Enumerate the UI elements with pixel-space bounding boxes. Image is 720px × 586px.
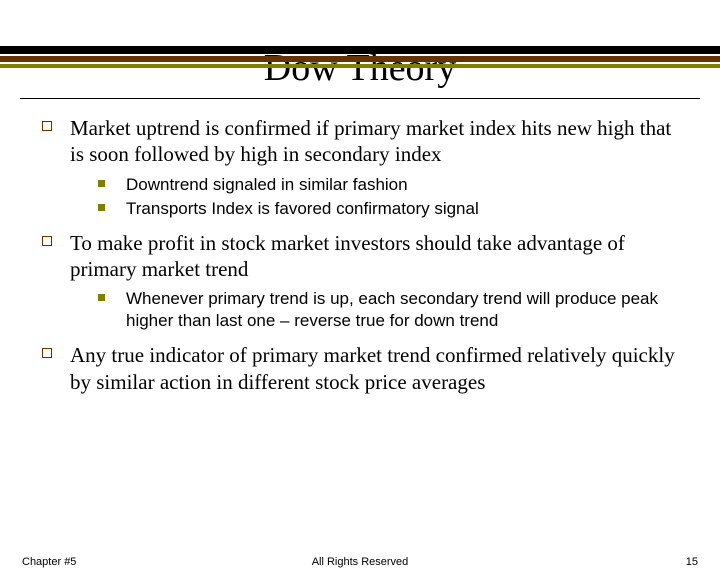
bullet-lvl2: Downtrend signaled in similar fashion xyxy=(98,174,678,196)
top-accent-bars xyxy=(0,46,720,68)
filled-square-icon xyxy=(98,288,126,332)
sub-bullet-text: Downtrend signaled in similar fashion xyxy=(126,174,408,196)
sub-bullet-text: Transports Index is favored confirmatory… xyxy=(126,198,479,220)
accent-bar-3 xyxy=(0,64,720,68)
accent-bar-2 xyxy=(0,56,720,62)
filled-square-icon xyxy=(98,198,126,220)
hollow-square-icon xyxy=(42,115,70,168)
hollow-square-icon xyxy=(42,230,70,283)
sub-bullet-group: Downtrend signaled in similar fashion Tr… xyxy=(42,174,678,220)
bullet-text: Any true indicator of primary market tre… xyxy=(70,342,678,395)
footer-left: Chapter #5 xyxy=(22,556,76,568)
hollow-square-icon xyxy=(42,342,70,395)
sub-bullet-text: Whenever primary trend is up, each secon… xyxy=(126,288,678,332)
bullet-lvl2: Transports Index is favored confirmatory… xyxy=(98,198,678,220)
footer-center: All Rights Reserved xyxy=(312,556,409,568)
filled-square-icon xyxy=(98,174,126,196)
sub-bullet-group: Whenever primary trend is up, each secon… xyxy=(42,288,678,332)
bullet-text: To make profit in stock market investors… xyxy=(70,230,678,283)
bullet-lvl2: Whenever primary trend is up, each secon… xyxy=(98,288,678,332)
accent-bar-1 xyxy=(0,46,720,54)
slide-body: Market uptrend is confirmed if primary m… xyxy=(0,99,720,395)
bullet-lvl1: To make profit in stock market investors… xyxy=(42,230,678,283)
slide-footer: Chapter #5 All Rights Reserved 15 xyxy=(0,556,720,568)
bullet-lvl1: Any true indicator of primary market tre… xyxy=(42,342,678,395)
bullet-text: Market uptrend is confirmed if primary m… xyxy=(70,115,678,168)
bullet-lvl1: Market uptrend is confirmed if primary m… xyxy=(42,115,678,168)
footer-right: 15 xyxy=(686,556,698,568)
